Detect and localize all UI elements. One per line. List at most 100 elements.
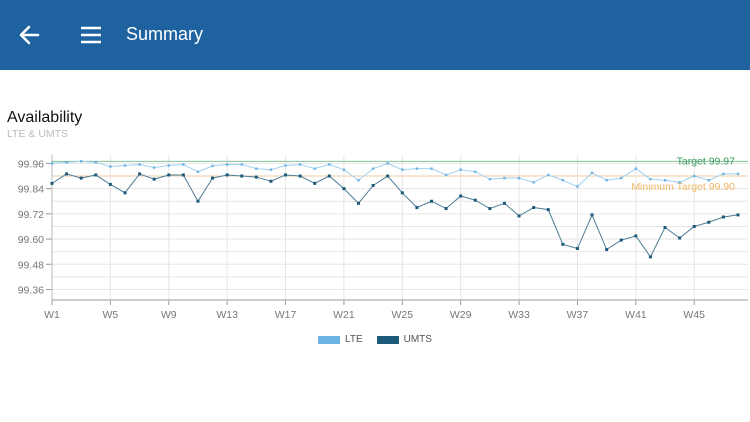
data-point-umts: [79, 176, 83, 180]
data-point-umts: [605, 248, 609, 252]
data-point-umts: [298, 174, 302, 178]
data-point-lte: [576, 185, 579, 188]
series-line-umts: [51, 173, 739, 258]
data-point-umts: [211, 176, 215, 180]
data-point-lte: [328, 163, 331, 166]
data-point-umts: [692, 224, 696, 228]
data-point-lte: [255, 167, 258, 170]
x-tick-label: W33: [508, 309, 530, 321]
data-point-lte: [401, 168, 404, 171]
data-point-umts: [254, 175, 258, 179]
legend-swatch: [376, 335, 399, 344]
data-point-lte: [342, 168, 346, 171]
data-point-umts: [327, 174, 331, 178]
data-point-lte: [138, 163, 141, 166]
x-tick-label: W25: [392, 309, 414, 321]
data-point-lte: [722, 172, 725, 176]
data-point-umts: [357, 201, 361, 205]
target-label: Minimum Target 99.90: [631, 181, 735, 193]
x-tick-label: W9: [161, 309, 177, 321]
data-point-lte: [386, 162, 389, 165]
availability-chart: 99.96 99.84 99.72 99.60 99.48 99.36 W1 W5 W9 W13 W…: [18, 155, 748, 321]
data-point-lte: [459, 168, 462, 171]
data-point-umts: [123, 191, 127, 195]
data-point-lte: [167, 164, 170, 167]
data-point-lte: [488, 177, 492, 181]
data-point-umts: [94, 173, 98, 177]
y-tick-label: 99.96: [18, 158, 44, 170]
data-point-lte: [240, 163, 243, 166]
data-point-umts: [313, 181, 317, 185]
data-point-umts: [634, 234, 638, 238]
data-point-lte: [430, 167, 433, 170]
data-point-umts: [269, 179, 273, 183]
data-point-umts: [342, 187, 346, 191]
data-point-umts: [167, 173, 171, 177]
data-point-lte: [211, 164, 214, 168]
y-tick-label: 99.36: [18, 284, 44, 296]
data-point-umts: [532, 206, 536, 210]
data-point-lte: [503, 176, 506, 180]
x-tick-label: W13: [216, 309, 238, 321]
data-point-lte: [736, 172, 740, 176]
data-point-umts: [371, 183, 375, 187]
data-point-lte: [561, 179, 565, 182]
data-point-umts: [181, 173, 185, 177]
data-point-lte: [649, 177, 652, 181]
data-point-umts: [284, 173, 288, 177]
data-point-lte: [357, 179, 360, 182]
target-label: Target 99.97: [677, 155, 736, 167]
data-point-lte: [94, 161, 97, 164]
data-point-lte: [371, 167, 375, 170]
legend-item-lte[interactable]: LTE: [318, 334, 363, 345]
data-point-umts: [561, 242, 565, 246]
data-point-lte: [634, 167, 638, 170]
data-point-umts: [108, 182, 112, 186]
chart-subtitle: LTE & UMTS: [7, 128, 69, 140]
data-point-lte: [415, 167, 419, 170]
legend-label: LTE: [345, 334, 363, 345]
hamburger-menu-icon[interactable]: [80, 24, 102, 46]
x-tick-label: W5: [103, 309, 119, 321]
data-point-lte: [50, 162, 54, 165]
data-point-umts: [707, 220, 711, 224]
data-point-lte: [444, 173, 448, 177]
data-point-lte: [284, 164, 287, 167]
legend-item-umts[interactable]: UMTS: [376, 334, 432, 345]
data-point-umts: [648, 255, 652, 259]
x-tick-label: W1: [44, 309, 60, 321]
y-tick-label: 99.72: [18, 209, 44, 221]
x-tick-label: W45: [683, 309, 705, 321]
arrow-left-icon[interactable]: [16, 20, 44, 50]
data-point-lte: [620, 176, 623, 180]
x-tick-label: W29: [450, 309, 472, 321]
data-point-lte: [547, 173, 550, 177]
data-point-lte: [152, 166, 156, 169]
data-point-umts: [517, 214, 521, 218]
data-point-umts: [590, 213, 594, 217]
data-point-lte: [109, 165, 112, 168]
y-tick-label: 99.84: [18, 184, 44, 196]
data-point-lte: [182, 163, 185, 166]
data-point-lte: [313, 167, 316, 170]
data-point-umts: [429, 199, 433, 203]
data-point-lte: [474, 170, 477, 174]
data-point-lte: [517, 176, 521, 180]
chart-title: Availability: [7, 109, 83, 126]
legend-label: UMTS: [403, 334, 432, 345]
data-point-lte: [269, 168, 273, 171]
data-point-lte: [532, 181, 535, 184]
data-point-umts: [721, 215, 725, 219]
data-point-lte: [605, 179, 608, 182]
data-point-umts: [502, 201, 506, 205]
data-point-umts: [65, 172, 69, 176]
y-tick-label: 99.60: [18, 234, 44, 246]
data-point-umts: [619, 238, 623, 242]
data-point-umts: [459, 194, 463, 198]
data-point-umts: [138, 172, 142, 176]
x-tick-label: W37: [567, 309, 589, 321]
data-point-lte: [663, 179, 667, 182]
data-point-lte: [79, 160, 83, 163]
data-point-lte: [65, 161, 68, 164]
data-point-umts: [575, 247, 579, 251]
